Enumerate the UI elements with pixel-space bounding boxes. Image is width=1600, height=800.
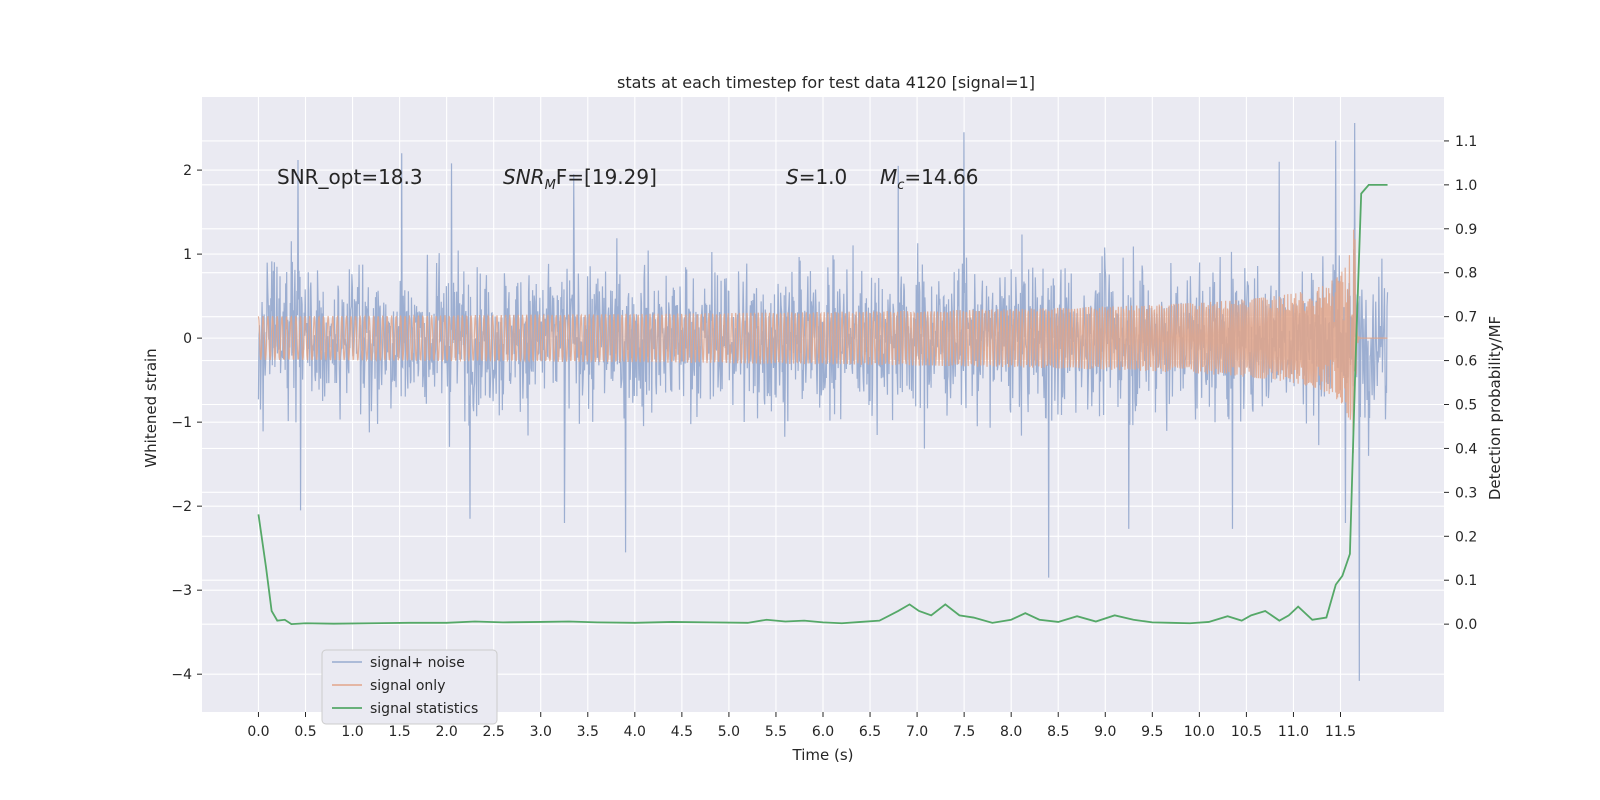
legend-label-signal: signal only xyxy=(370,678,445,694)
y2-tick-label: 0.7 xyxy=(1455,310,1477,326)
series-signal-only xyxy=(257,229,1388,454)
x-tick-label: 1.0 xyxy=(341,724,363,740)
x-tick-label: 6.5 xyxy=(859,724,881,740)
x-tick-label: 0.5 xyxy=(294,724,316,740)
series-signal-statistics xyxy=(257,183,1388,626)
x-tick-label: 9.5 xyxy=(1141,724,1163,740)
x-tick-label: 8.5 xyxy=(1047,724,1069,740)
y2-tick-label: 0.9 xyxy=(1455,222,1477,238)
x-axis-label: Time (s) xyxy=(792,746,854,764)
x-tick-label: 11.5 xyxy=(1325,724,1356,740)
legend: signal+ noise signal only signal statist… xyxy=(321,649,498,725)
x-tick-label: 3.5 xyxy=(577,724,599,740)
x-tick-label: 2.0 xyxy=(436,724,458,740)
y-tick-label: 1 xyxy=(183,247,192,263)
y2-tick-label: 0.6 xyxy=(1455,354,1477,370)
annotation-mc: Mc=14.66 xyxy=(880,165,978,193)
series-layer xyxy=(257,123,1389,681)
x-tick-label: 6.0 xyxy=(812,724,834,740)
x-tick-label: 2.5 xyxy=(483,724,505,740)
x-tick-label: 4.0 xyxy=(624,724,646,740)
y2-tick-label: 1.1 xyxy=(1455,134,1477,150)
y2-tick-label: 0.2 xyxy=(1455,529,1477,545)
legend-label-statistics: signal statistics xyxy=(370,701,478,717)
x-tick-label: 7.5 xyxy=(953,724,975,740)
x-tick-label: 7.0 xyxy=(906,724,928,740)
y-axis-label: Whitened strain xyxy=(142,348,160,467)
y-tick-label: 2 xyxy=(183,163,192,179)
y-tick-label: −1 xyxy=(171,415,192,431)
chart-title: stats at each timestep for test data 412… xyxy=(617,73,1035,92)
x-tick-label: 10.5 xyxy=(1231,724,1262,740)
y2-tick-label: 0.1 xyxy=(1455,573,1477,589)
y2-tick-label: 0.0 xyxy=(1455,617,1477,633)
annotation-s: S=1.0 xyxy=(786,165,847,189)
x-tick-label: 0.0 xyxy=(247,724,269,740)
tick-layer: 0.0 0.5 1.0 1.5 2.0 2.5 3.0 3.5 4.0 4.5 5.0 5.5 6.0 6… xyxy=(171,134,1477,740)
legend-label-noise: signal+ noise xyxy=(370,655,465,671)
annotations: SNR_opt=18.3 SNRMF=[19.29] S=1.0 Mc=14.6… xyxy=(277,165,978,193)
x-tick-label: 3.0 xyxy=(530,724,552,740)
x-tick-label: 1.5 xyxy=(388,724,410,740)
annotation-snr-opt: SNR_opt=18.3 xyxy=(277,165,423,189)
annotation-snr-mf: SNRMF=[19.29] xyxy=(503,165,657,193)
y-tick-label: 0 xyxy=(183,331,192,347)
y2-tick-label: 0.8 xyxy=(1455,266,1477,282)
y2-tick-label: 0.5 xyxy=(1455,398,1477,414)
y-tick-label: −2 xyxy=(171,499,192,515)
x-tick-label: 8.0 xyxy=(1000,724,1022,740)
x-tick-label: 4.5 xyxy=(671,724,693,740)
legend-frame xyxy=(321,649,498,725)
x-tick-label: 5.5 xyxy=(765,724,787,740)
y-tick-label: −3 xyxy=(171,583,192,599)
y2-axis-label: Detection probability/MF xyxy=(1486,316,1504,500)
x-tick-label: 11.0 xyxy=(1278,724,1309,740)
y2-tick-label: 0.3 xyxy=(1455,485,1477,501)
x-tick-label: 5.0 xyxy=(718,724,740,740)
x-tick-label: 9.0 xyxy=(1094,724,1116,740)
y-tick-label: −4 xyxy=(171,667,192,683)
y2-tick-label: 1.0 xyxy=(1455,178,1477,194)
x-tick-label: 10.0 xyxy=(1184,724,1215,740)
y2-tick-label: 0.4 xyxy=(1455,441,1477,457)
